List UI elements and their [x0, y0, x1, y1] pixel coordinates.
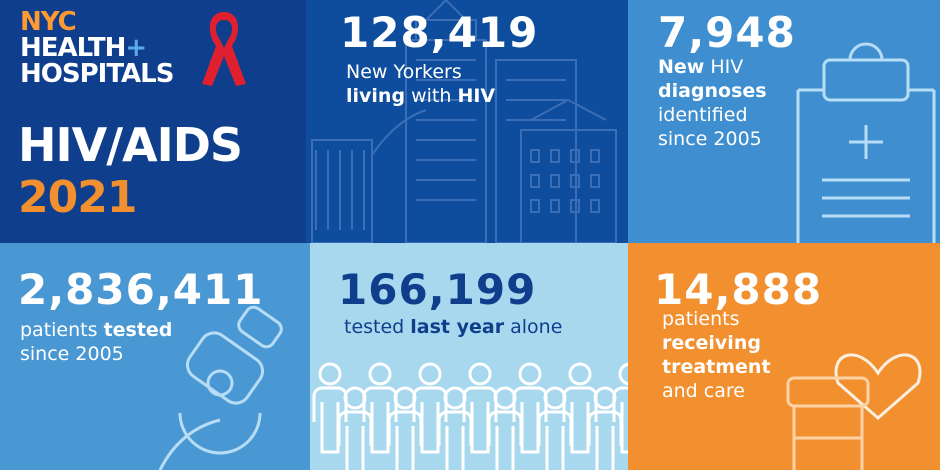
heart-icon	[834, 353, 922, 420]
living-line1: New Yorkers	[346, 61, 462, 83]
last-year-number: 166,199	[338, 265, 537, 314]
treatment-line4: and care	[662, 380, 745, 402]
diagnoses-rest1: HIV	[704, 56, 744, 78]
treatment-desc: patients receiving treatment and care	[662, 307, 771, 403]
treatment-number: 14,888	[654, 265, 823, 314]
logo-hospitals: HOSPITALS	[20, 59, 174, 89]
living-bold2: HIV	[457, 85, 496, 107]
treatment-line1: patients	[662, 308, 740, 330]
people-icon	[312, 362, 628, 470]
logo-nyc: NYC	[20, 7, 77, 37]
last-year-pre: tested	[344, 316, 411, 338]
last-year-tile: 166,199 tested last year alone	[310, 243, 628, 470]
diagnoses-number: 7,948	[658, 8, 796, 57]
treatment-bold2: treatment	[662, 356, 771, 378]
treatment-tile: 14,888 patients receiving treatment and …	[628, 243, 940, 470]
living-desc: New Yorkers living with HIV	[346, 60, 495, 108]
logo-plus: +	[125, 33, 147, 63]
diagnoses-line2: diagnoses	[658, 79, 767, 103]
living-mid: with	[405, 85, 458, 107]
living-line2: living with HIV	[346, 84, 495, 108]
diagnoses-tile: 7,948 New HIV diagnoses identified since…	[628, 0, 940, 243]
title-hiv-aids: HIV/AIDS	[18, 118, 243, 172]
diagnoses-line1: New HIV	[658, 55, 767, 79]
logo-health: HEALTH+	[20, 33, 147, 63]
tested-line2: since 2005	[20, 343, 124, 365]
red-ribbon-icon	[202, 12, 246, 86]
last-year-post: alone	[504, 316, 563, 338]
diagnoses-bold2: diagnoses	[658, 80, 767, 102]
city-skyline-icon	[311, 0, 617, 243]
tested-bold: tested	[103, 319, 173, 341]
title-tile: NYC HEALTH+ HOSPITALS HIV/AIDS 2021	[0, 0, 306, 243]
last-year-bold: last year	[410, 316, 505, 338]
treatment-line3: treatment	[662, 355, 771, 379]
tested-number: 2,836,411	[18, 265, 264, 314]
tested-tile: 2,836,411 patients tested since 2005	[0, 243, 310, 470]
diagnoses-line4: since 2005	[658, 128, 762, 150]
living-bold1: living	[346, 85, 406, 107]
treatment-line2: receiving	[662, 331, 771, 355]
treatment-bold1: receiving	[662, 332, 761, 354]
title-year: 2021	[18, 172, 137, 223]
tested-line1: patients tested	[20, 318, 172, 342]
logo-health-text: HEALTH	[20, 33, 126, 63]
pill-bottle-icon	[786, 376, 870, 470]
tested-desc: patients tested since 2005	[20, 318, 172, 366]
last-year-desc: tested last year alone	[344, 315, 562, 339]
tested-pre: patients	[20, 319, 104, 341]
people-row-bottom	[337, 386, 623, 470]
diagnoses-bold1: New	[658, 56, 705, 78]
living-number: 128,419	[340, 8, 539, 57]
diagnoses-line3: identified	[658, 104, 748, 126]
diagnoses-desc: New HIV diagnoses identified since 2005	[658, 55, 767, 151]
microscope-icon	[158, 305, 283, 470]
living-tile: 128,419 New Yorkers living with HIV	[306, 0, 628, 243]
clipboard-icon	[796, 42, 936, 243]
